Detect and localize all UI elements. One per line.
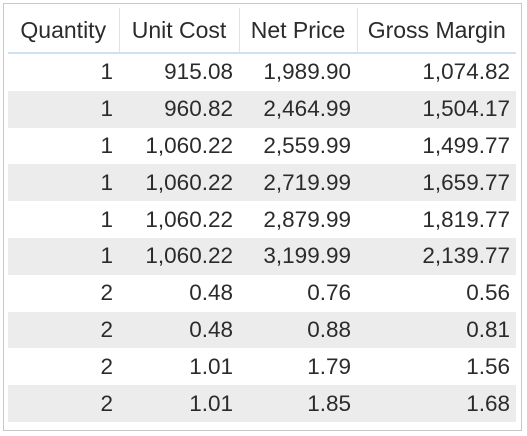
cell-quantity: 1: [8, 53, 119, 91]
cell-gross-margin: 1.68: [357, 385, 516, 422]
cell-quantity: 1: [8, 127, 119, 165]
cell-unit-cost: 1.01: [119, 385, 239, 422]
cell-unit-cost: 1,060.22: [119, 164, 239, 202]
column-header-gross-margin[interactable]: Gross Margin: [356, 8, 516, 54]
cell-gross-margin: 1,504.17: [357, 90, 516, 128]
cell-unit-cost: 0.48: [119, 311, 239, 349]
table-row: 2 1.01 1.85 1.68: [8, 385, 516, 422]
table-row: 2 0.48 0.76 0.56: [8, 274, 516, 312]
table-row: 1 1,060.22 2,879.99 1,819.77: [8, 201, 516, 238]
cell-gross-margin: 1.56: [357, 348, 516, 386]
cell-net-price: 0.76: [239, 274, 357, 312]
table-row: 1 915.08 1,989.90 1,074.82: [8, 53, 516, 91]
cell-unit-cost: 960.82: [119, 90, 239, 128]
cell-net-price: 0.88: [239, 311, 357, 349]
cell-net-price: 3,199.99: [239, 237, 357, 275]
cell-quantity: 1: [8, 164, 119, 202]
table-row: 1 960.82 2,464.99 1,504.17: [8, 90, 516, 128]
cell-quantity: 2: [8, 274, 119, 312]
data-table: Quantity Unit Cost Net Price Gross Margi…: [8, 8, 516, 422]
cell-quantity: 1: [8, 201, 119, 238]
cell-net-price: 2,559.99: [239, 127, 357, 165]
cell-unit-cost: 915.08: [119, 53, 239, 91]
cell-net-price: 2,879.99: [239, 201, 357, 238]
cell-gross-margin: 1,499.77: [357, 127, 516, 165]
table-row: 2 0.48 0.88 0.81: [8, 311, 516, 349]
cell-gross-margin: 2,139.77: [357, 237, 516, 275]
column-header-net-price[interactable]: Net Price: [238, 8, 357, 54]
cell-net-price: 2,719.99: [239, 164, 357, 202]
cell-net-price: 1,989.90: [239, 53, 357, 91]
cell-net-price: 1.79: [239, 348, 357, 386]
cell-gross-margin: 0.56: [357, 274, 516, 312]
cell-net-price: 1.85: [239, 385, 357, 422]
cell-quantity: 1: [8, 237, 119, 275]
column-header-quantity[interactable]: Quantity: [8, 8, 119, 54]
cell-gross-margin: 1,074.82: [357, 53, 516, 91]
cell-gross-margin: 0.81: [357, 311, 516, 349]
cell-net-price: 2,464.99: [239, 90, 357, 128]
table-row: 2 1.01 1.79 1.56: [8, 348, 516, 386]
cell-unit-cost: 1.01: [119, 348, 239, 386]
table-row: 1 1,060.22 3,199.99 2,139.77: [8, 237, 516, 275]
cell-unit-cost: 1,060.22: [119, 201, 239, 238]
cell-unit-cost: 1,060.22: [119, 127, 239, 165]
cell-quantity: 2: [8, 348, 119, 386]
table-visual: Quantity Unit Cost Net Price Gross Margi…: [3, 3, 522, 431]
cell-quantity: 1: [8, 90, 119, 128]
table-row: 1 1,060.22 2,559.99 1,499.77: [8, 127, 516, 165]
table-row: 1 1,060.22 2,719.99 1,659.77: [8, 164, 516, 202]
header-row: Quantity Unit Cost Net Price Gross Margi…: [8, 8, 516, 54]
table-body: 1 915.08 1,989.90 1,074.82 1 960.82 2,46…: [8, 53, 516, 422]
cell-quantity: 2: [8, 311, 119, 349]
table-header: Quantity Unit Cost Net Price Gross Margi…: [8, 8, 516, 54]
cell-unit-cost: 0.48: [119, 274, 239, 312]
cell-gross-margin: 1,819.77: [357, 201, 516, 238]
cell-unit-cost: 1,060.22: [119, 237, 239, 275]
column-header-unit-cost[interactable]: Unit Cost: [118, 8, 239, 54]
cell-gross-margin: 1,659.77: [357, 164, 516, 202]
cell-quantity: 2: [8, 385, 119, 422]
